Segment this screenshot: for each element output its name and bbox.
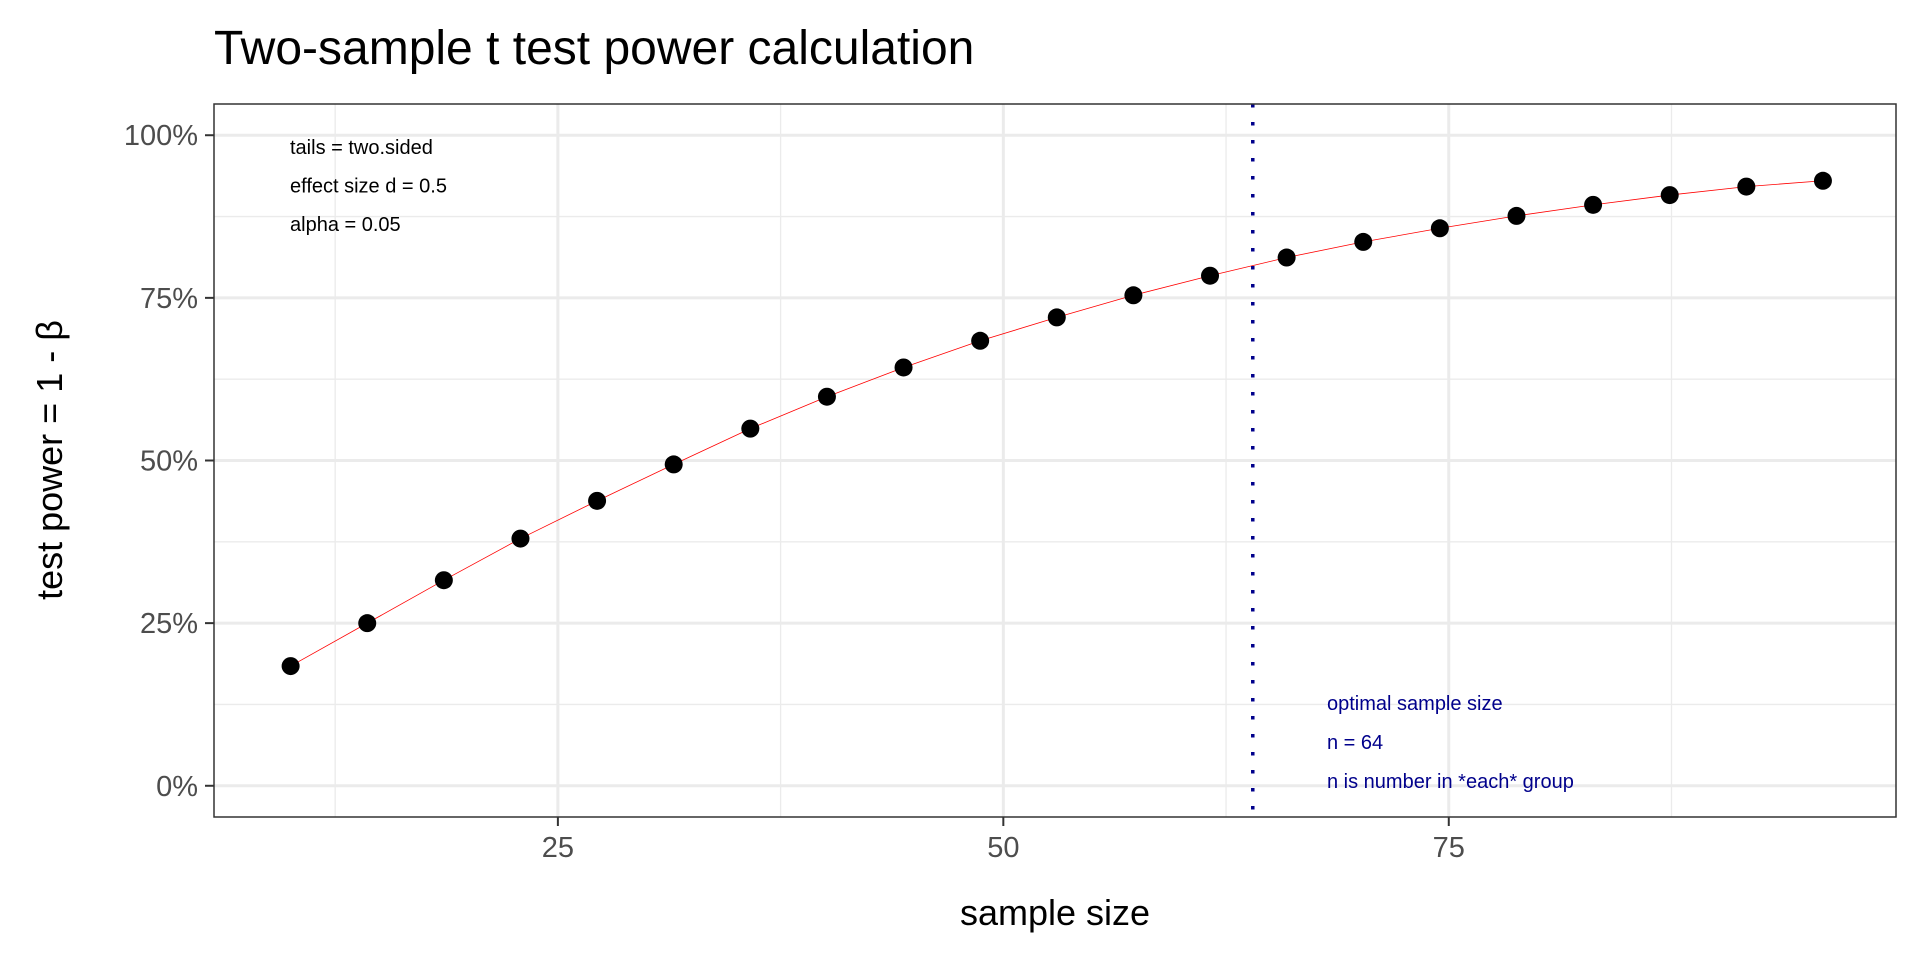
y-tick-label: 100% bbox=[124, 120, 198, 152]
data-point bbox=[894, 358, 913, 377]
data-point bbox=[588, 491, 607, 510]
data-point bbox=[281, 657, 300, 676]
marks bbox=[281, 104, 1832, 817]
annotation-right-line: optimal sample size bbox=[1327, 693, 1503, 715]
annotation-right-line: n = 64 bbox=[1327, 732, 1383, 754]
chart-title: Two-sample t test power calculation bbox=[214, 22, 974, 75]
power-curve-line bbox=[290, 180, 1823, 667]
data-point bbox=[664, 455, 683, 474]
data-point bbox=[1430, 219, 1449, 238]
x-tick-label: 50 bbox=[987, 832, 1019, 864]
x-tick-label: 25 bbox=[542, 832, 574, 864]
data-point bbox=[1047, 308, 1066, 327]
data-point bbox=[1737, 177, 1756, 196]
grid bbox=[214, 104, 1896, 817]
y-axis-label: test power = 1 - β bbox=[29, 320, 70, 600]
annotation-left-line: alpha = 0.05 bbox=[290, 214, 401, 236]
data-point bbox=[1507, 206, 1526, 225]
data-point bbox=[817, 387, 836, 406]
y-tick-label: 25% bbox=[140, 608, 198, 640]
x-tick-label: 75 bbox=[1433, 832, 1465, 864]
data-point bbox=[358, 614, 377, 633]
data-point bbox=[1201, 266, 1220, 285]
data-point bbox=[741, 419, 760, 438]
data-point bbox=[1354, 232, 1373, 251]
data-point bbox=[1124, 286, 1143, 305]
annotations: tails = two.sided effect size d = 0.5 alph… bbox=[290, 137, 1574, 793]
y-tick-label: 0% bbox=[156, 771, 198, 803]
data-point bbox=[1584, 195, 1603, 214]
data-point bbox=[971, 331, 990, 350]
y-tick-label: 50% bbox=[140, 446, 198, 478]
axes: 25 50 75 0% 25% 50% 75% 100% bbox=[124, 120, 1465, 864]
data-point bbox=[1277, 248, 1296, 267]
data-point bbox=[511, 529, 530, 548]
annotation-left-line: tails = two.sided bbox=[290, 137, 433, 159]
annotation-right-line: n is number in *each* group bbox=[1327, 771, 1574, 793]
x-axis-label: sample size bbox=[960, 892, 1150, 933]
data-point bbox=[1660, 186, 1679, 205]
data-point bbox=[434, 571, 453, 590]
annotation-left-line: effect size d = 0.5 bbox=[290, 176, 447, 198]
y-tick-label: 75% bbox=[140, 283, 198, 315]
data-point bbox=[1813, 171, 1832, 190]
